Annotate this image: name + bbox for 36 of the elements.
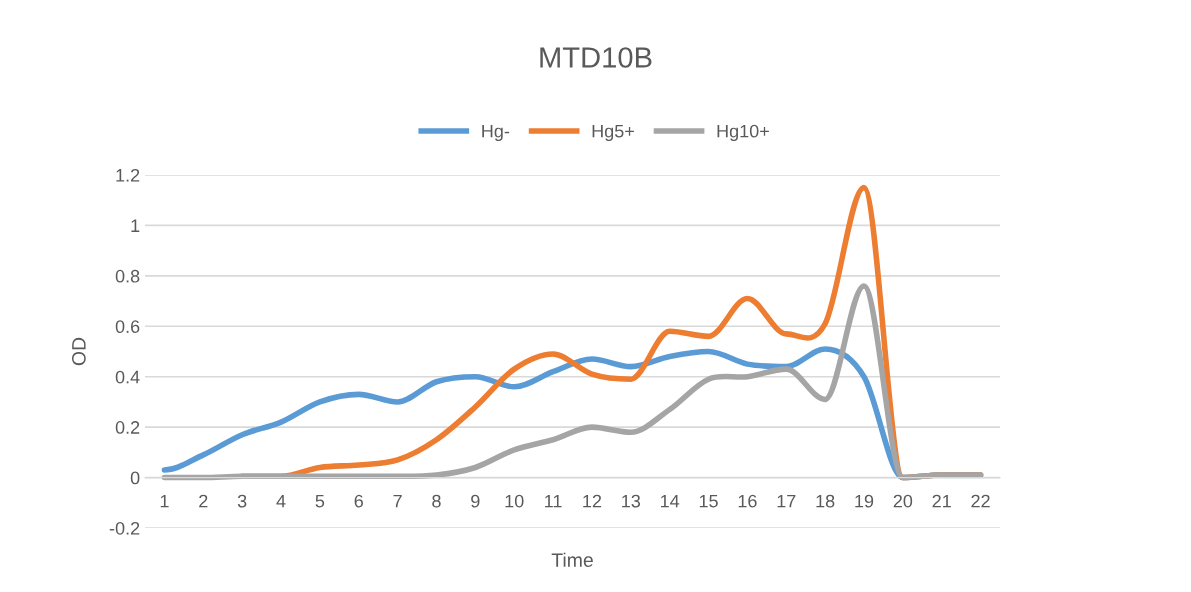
x-tick-label: 1 [160, 494, 169, 508]
y-tick-label: 0.2 [115, 421, 140, 434]
x-axis-title: Time [551, 552, 593, 567]
x-tick-label: 10 [505, 494, 524, 508]
x-tick-label: 18 [816, 494, 835, 508]
x-tick-label: 20 [893, 494, 913, 508]
chart-title: MTD10B [540, 47, 652, 68]
x-tick-label: 11 [545, 494, 562, 508]
x-tick-label: 14 [661, 494, 680, 508]
y-tick-label: 1 [131, 219, 140, 232]
y-tick-label: 1.2 [116, 168, 140, 182]
x-tick-label: 5 [315, 494, 325, 508]
x-tick-label: 6 [354, 494, 363, 508]
x-tick-label: 16 [738, 494, 757, 508]
x-tick-label: 22 [971, 494, 990, 508]
legend-label: Hg10+ [717, 124, 769, 142]
x-tick-label: 13 [622, 494, 641, 508]
x-tick-label: 7 [393, 494, 402, 508]
y-tick-label: 0.4 [115, 370, 140, 384]
y-tick-label: -0.2 [109, 521, 140, 535]
legend-label: Hg5+ [592, 124, 634, 142]
legend-label: Hg- [482, 124, 510, 142]
x-tick-label: 9 [471, 494, 480, 508]
x-tick-label: 2 [199, 494, 208, 508]
x-tick-label: 12 [583, 494, 602, 508]
x-tick-label: 19 [855, 494, 874, 508]
y-axis-title: OD [71, 337, 86, 366]
y-tick-label: 0.8 [115, 269, 140, 283]
x-tick-label: 3 [237, 494, 247, 508]
x-tick-label: 8 [432, 494, 441, 508]
x-tick-label: 15 [699, 494, 718, 508]
x-tick-label: 17 [777, 494, 796, 508]
y-tick-label: 0 [130, 471, 140, 485]
x-tick-label: 21 [932, 494, 951, 508]
y-tick-label: 0.6 [115, 320, 140, 334]
x-tick-label: 4 [276, 494, 286, 508]
